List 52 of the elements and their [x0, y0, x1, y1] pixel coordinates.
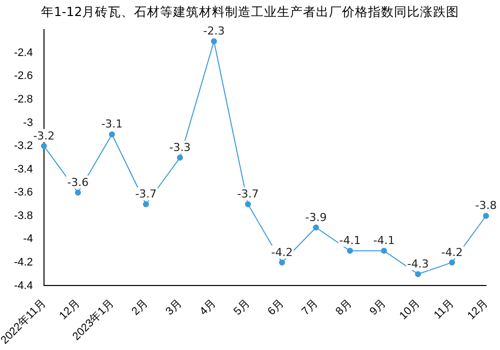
y-tick-label: -4.4: [14, 280, 33, 292]
point: [176, 154, 183, 161]
y-tick-label: -3.6: [14, 186, 33, 199]
data-label: -3.9: [305, 210, 327, 224]
data-label: -3.7: [237, 188, 259, 201]
y-tick-label: -4: [23, 233, 33, 246]
point: [278, 259, 285, 266]
point: [210, 38, 217, 44]
point: [448, 259, 455, 266]
x-tick-label: 7月: [300, 297, 320, 318]
data-label: -3.2: [33, 129, 55, 142]
x-tick-label: 2月: [130, 297, 150, 318]
y-tick-label: -3.4: [14, 163, 33, 176]
point: [414, 271, 421, 278]
y-tick-label: -4.2: [14, 256, 33, 268]
x-tick-label: 12月: [465, 297, 490, 322]
data-label: -3.3: [169, 141, 191, 154]
point: [142, 201, 149, 208]
chart-title: 年1-12月砖瓦、石材等建筑材料制造工业生产者出厂价格指数同比涨跌图: [40, 4, 460, 21]
y-tick-label: -2.4: [14, 46, 33, 59]
x-tick-label: 5月: [232, 297, 252, 318]
x-tick-label: 10月: [397, 297, 422, 322]
point: [483, 212, 489, 219]
x-tick-label: 8月: [334, 297, 354, 318]
x-tick-label: 6月: [266, 297, 286, 318]
data-label: -4.3: [407, 257, 429, 270]
point: [244, 201, 251, 208]
data-label: -3.1: [101, 118, 123, 131]
point: [312, 224, 319, 231]
data-label: -3.8: [475, 199, 497, 212]
data-label: -4.1: [339, 234, 361, 248]
data-label: -4.1: [373, 234, 395, 248]
point: [346, 248, 353, 254]
x-tick-label: 9月: [368, 297, 388, 318]
point: [74, 190, 81, 196]
data-label: -4.2: [441, 246, 463, 259]
point: [380, 248, 387, 254]
data-label: -2.3: [203, 24, 225, 38]
x-tick-label: 4月: [198, 297, 218, 318]
point: [40, 143, 47, 150]
y-tick-label: -3.2: [14, 140, 33, 152]
data-label: -3.7: [135, 188, 157, 201]
data-label: -3.6: [67, 176, 89, 189]
y-tick-label: -3: [23, 116, 33, 129]
point: [108, 131, 115, 138]
y-tick-label: -3.8: [14, 210, 33, 222]
x-tick-label: 3月: [164, 297, 184, 318]
data-label: -4.2: [271, 246, 293, 259]
x-tick-label: 12月: [57, 297, 82, 322]
y-tick-label: -2.8: [14, 93, 33, 106]
x-tick-label: 11月: [432, 297, 456, 322]
y-tick-label: -2.6: [14, 70, 33, 82]
